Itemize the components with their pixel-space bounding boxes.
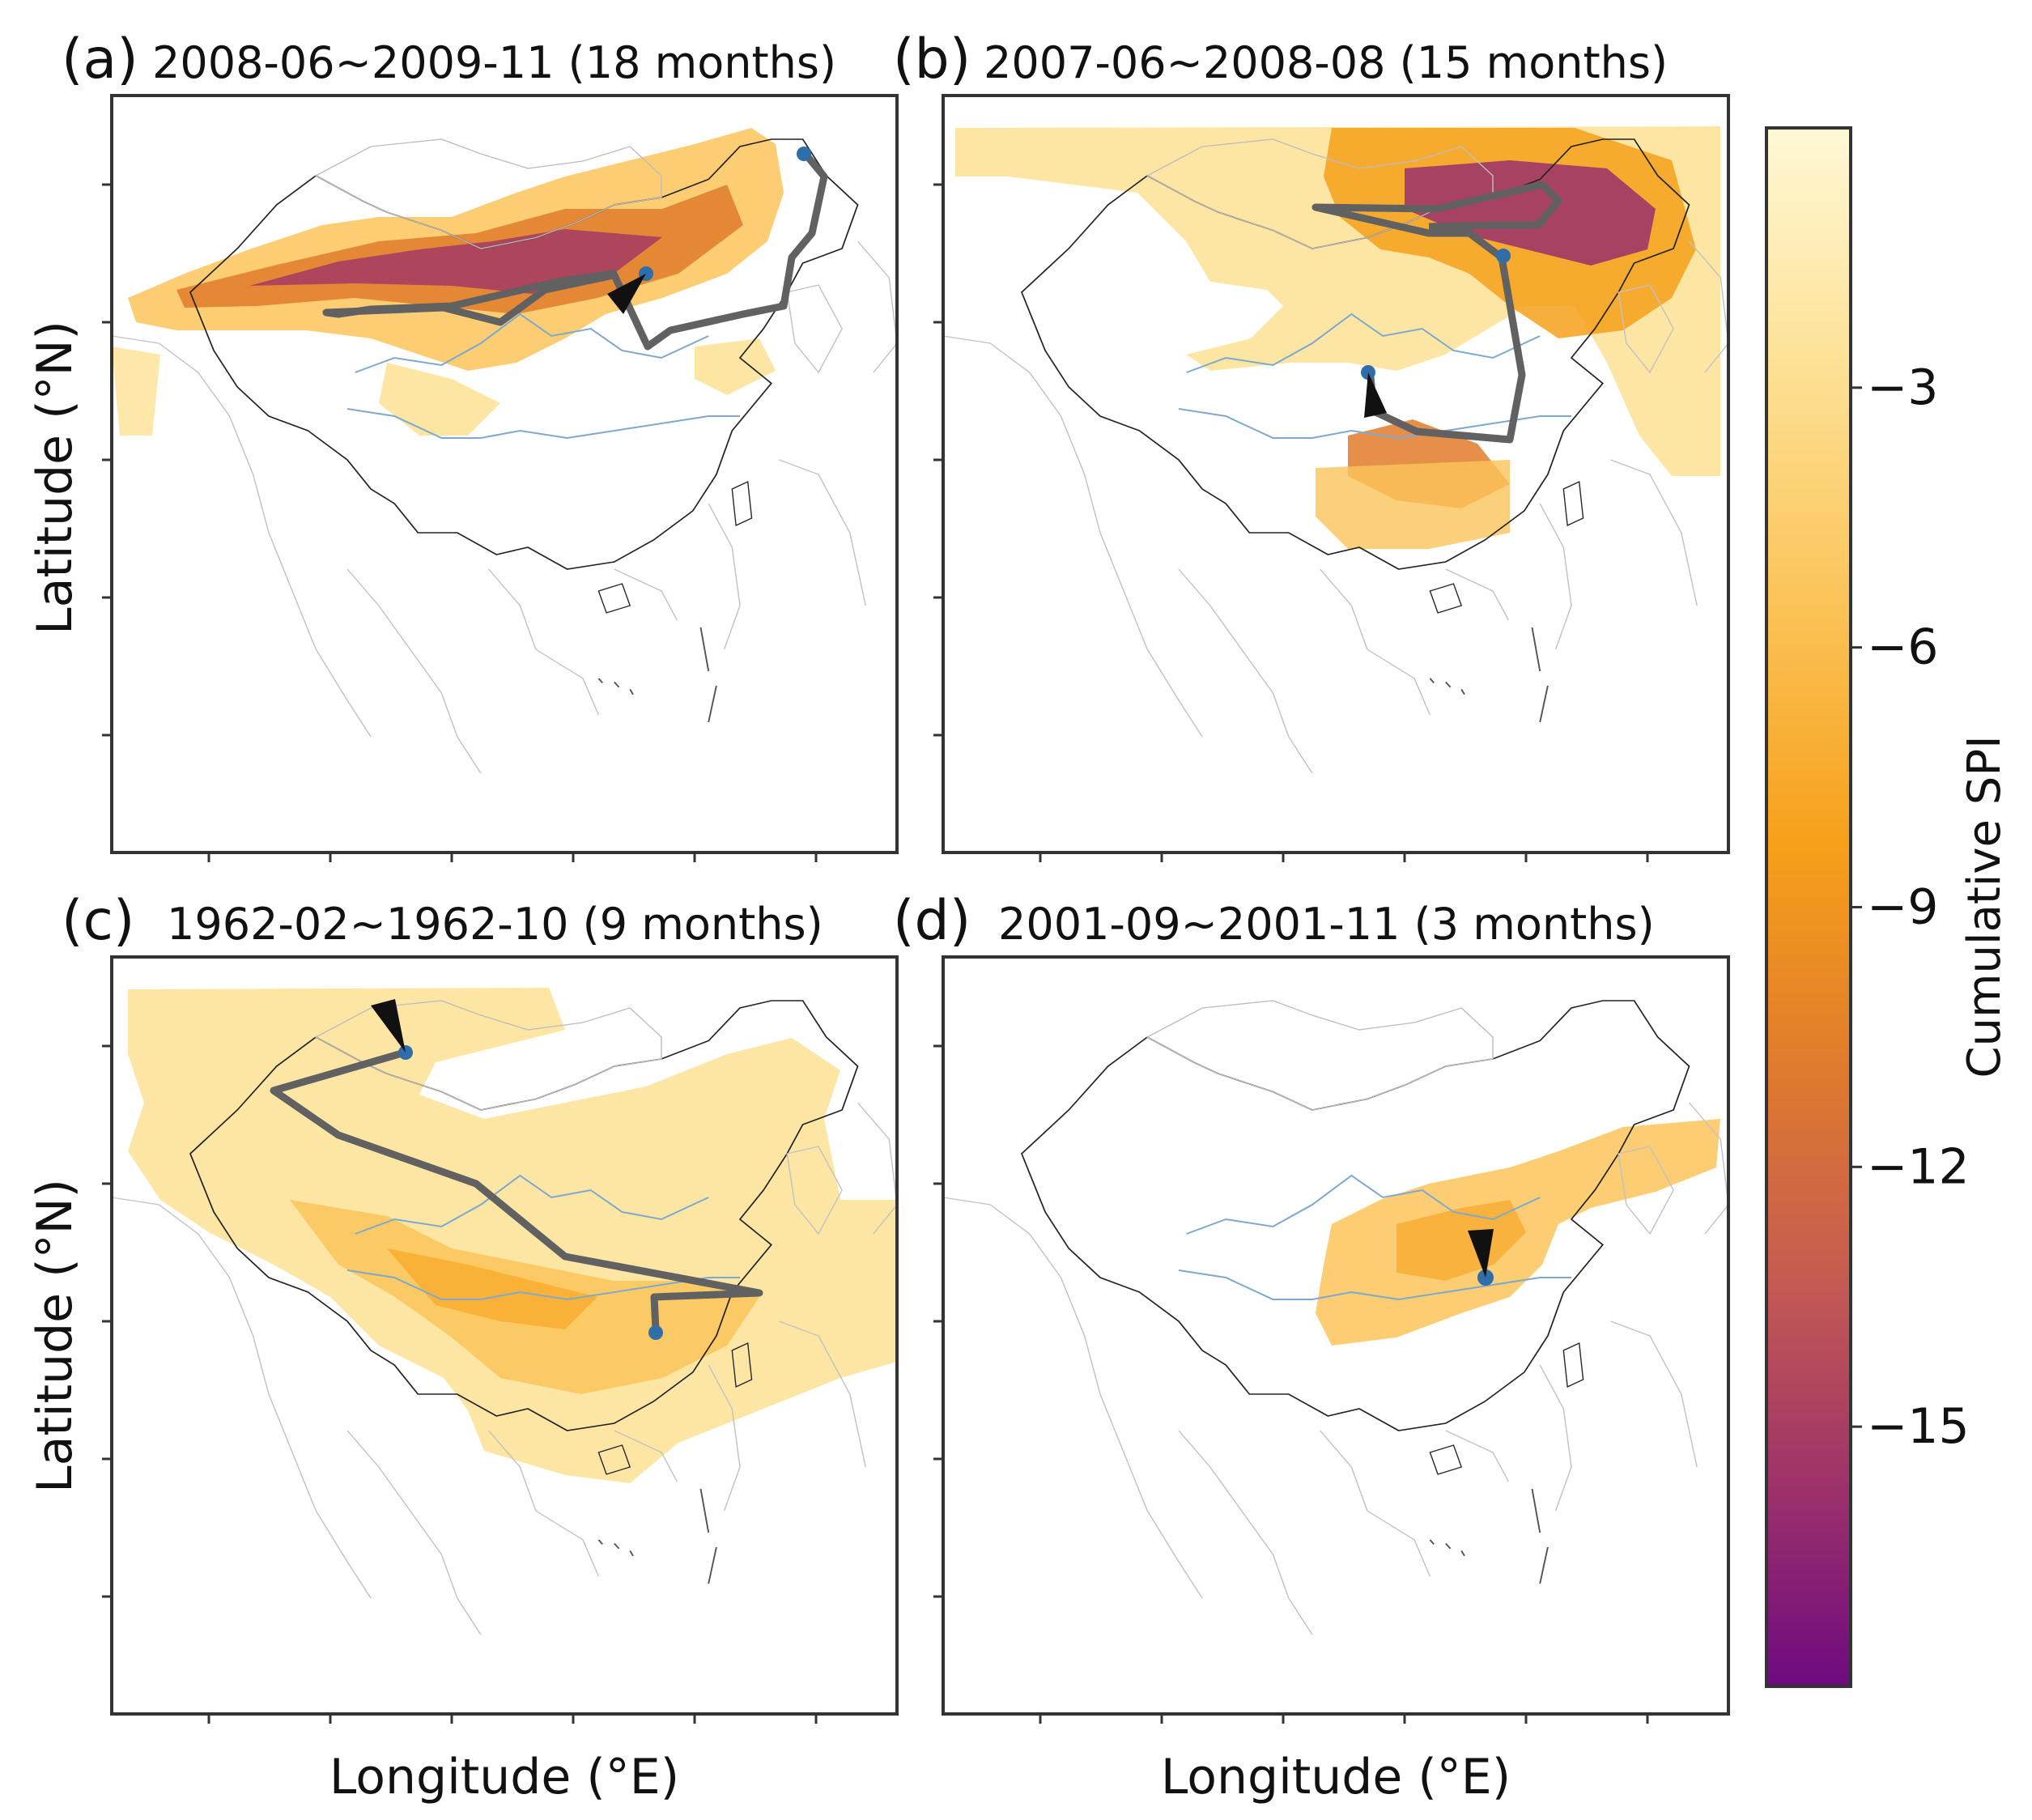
panel-c-drought-field <box>128 988 897 1483</box>
panel-d-bottom-ticks <box>1039 1714 1649 1724</box>
panel-d: (d) 2001-09~2001-11 (3 months) <box>893 889 1730 1724</box>
panel-b-drought-field <box>955 126 1720 549</box>
panel-d-frame <box>942 955 1730 1716</box>
colorbar-gradient <box>1765 126 1852 1688</box>
panel-c-start-point <box>648 1325 663 1340</box>
panel-a-drought-field <box>112 128 784 436</box>
panel-b-trajectory <box>1311 181 1562 444</box>
panel-a-arrow <box>607 274 646 314</box>
y-axis-label-bottom: Latitude (°N) <box>27 1179 83 1493</box>
panel-a-bottom-ticks <box>207 853 818 862</box>
panel-b-title: 2007-06~2008-08 (15 months) <box>984 37 1668 88</box>
panel-c: (c) 1962-02~1962-10 (9 months) <box>62 889 899 1724</box>
panel-b-left-ticks <box>933 183 943 737</box>
panel-a-start-point <box>797 147 811 161</box>
y-axis-label-top: Latitude (°N) <box>27 321 83 635</box>
colorbar: −3 −6 −9 −12 −15 Cumulative SPI <box>1765 126 2011 1688</box>
colorbar-tick-label: −6 <box>1867 619 1938 676</box>
panel-d-title: 2001-09~2001-11 (3 months) <box>998 899 1655 950</box>
panel-a: (a) 2008-06~2009-11 (18 months) <box>62 28 899 862</box>
panel-d-left-ticks <box>933 1044 943 1598</box>
panel-a-letter: (a) <box>62 28 138 91</box>
panel-b-frame <box>942 94 1730 854</box>
panel-b-arrow <box>1364 372 1387 418</box>
panel-a-left-ticks <box>102 183 112 737</box>
colorbar-tick-label: −3 <box>1867 359 1938 416</box>
x-axis-label-right: Longitude (°E) <box>1161 1749 1511 1805</box>
panel-a-title: 2008-06~2009-11 (18 months) <box>152 37 836 88</box>
panel-d-letter: (d) <box>893 889 971 953</box>
panel-b-start-point <box>1496 249 1511 263</box>
colorbar-tick-label: −9 <box>1867 879 1938 936</box>
colorbar-ticks: −3 −6 −9 −12 −15 <box>1851 359 1970 1455</box>
panel-c-bottom-ticks <box>207 1714 818 1724</box>
panel-d-drought-field <box>1316 1119 1720 1346</box>
panel-c-arrow <box>371 999 406 1052</box>
panel-c-frame <box>110 955 899 1716</box>
colorbar-label: Cumulative SPI <box>1958 735 2011 1078</box>
panel-a-trajectory <box>322 150 828 351</box>
panel-b-letter: (b) <box>893 28 971 91</box>
panel-b-bottom-ticks <box>1039 853 1649 862</box>
colorbar-tick-label: −15 <box>1867 1398 1970 1455</box>
colorbar-tick-label: −12 <box>1867 1138 1970 1195</box>
panel-c-trajectory <box>270 1048 763 1330</box>
panel-a-frame <box>110 94 899 854</box>
panel-c-title: 1962-02~1962-10 (9 months) <box>167 899 823 950</box>
panel-d-arrow <box>1468 1229 1494 1278</box>
x-axis-label-left: Longitude (°E) <box>329 1749 679 1805</box>
panel-b: (b) 2007-06~2008-08 (15 months) <box>893 28 1730 862</box>
panel-c-letter: (c) <box>62 889 134 953</box>
panel-c-left-ticks <box>102 1044 112 1598</box>
